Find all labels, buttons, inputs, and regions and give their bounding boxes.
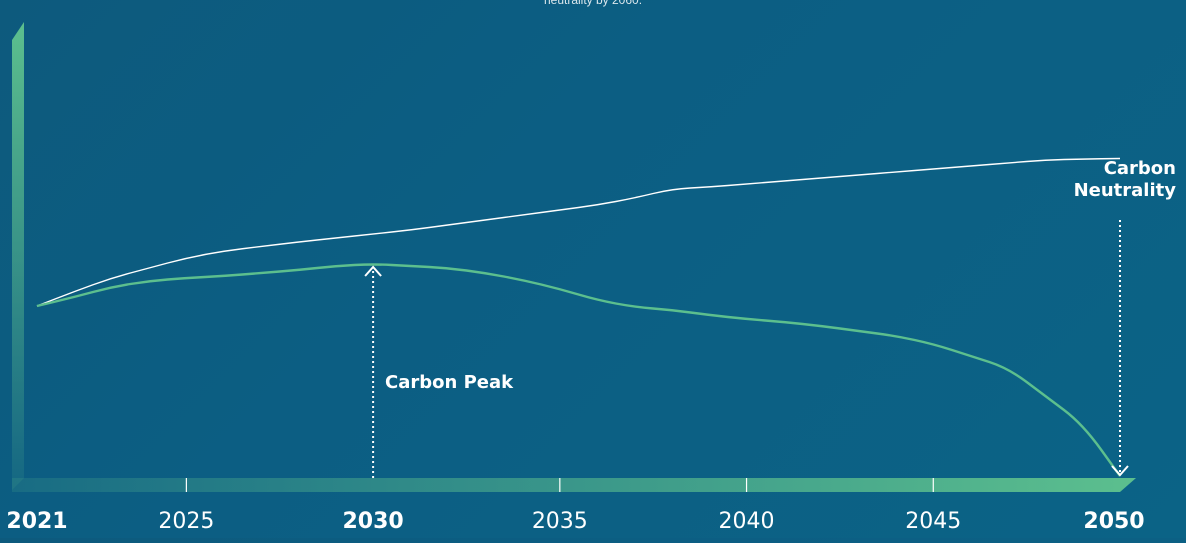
- x-tick-label-2045: 2045: [905, 509, 962, 534]
- x-tick-label-2040: 2040: [718, 509, 775, 534]
- carbon-neutrality-line1: Carbon: [1103, 158, 1176, 179]
- carbon-neutrality-line2: Neutrality: [1073, 180, 1176, 201]
- x-tick-label-2050: 2050: [1083, 509, 1145, 534]
- x-tick-label-2035: 2035: [531, 509, 588, 534]
- carbon-neutrality-arrowhead: [1111, 465, 1129, 477]
- top-note: neutrality by 2060.: [543, 0, 643, 7]
- carbon-neutrality-label: Carbon Neutrality: [1036, 158, 1176, 202]
- carbon-peak-label: Carbon Peak: [385, 372, 514, 393]
- x-tick-label-2025: 2025: [158, 509, 215, 534]
- x-axis-bar: [12, 478, 1136, 492]
- series-line-lower: [36, 263, 1121, 477]
- markers-group: [364, 220, 1129, 478]
- x-axis-ticks: [185, 478, 934, 492]
- x-tick-label-2030: 2030: [342, 509, 404, 534]
- carbon-peak-arrowhead: [364, 265, 382, 277]
- x-tick-label-2021: 2021: [6, 509, 68, 534]
- series-group: [36, 157, 1121, 477]
- y-axis-bar: [12, 22, 24, 490]
- series-line-upper: [36, 157, 1121, 307]
